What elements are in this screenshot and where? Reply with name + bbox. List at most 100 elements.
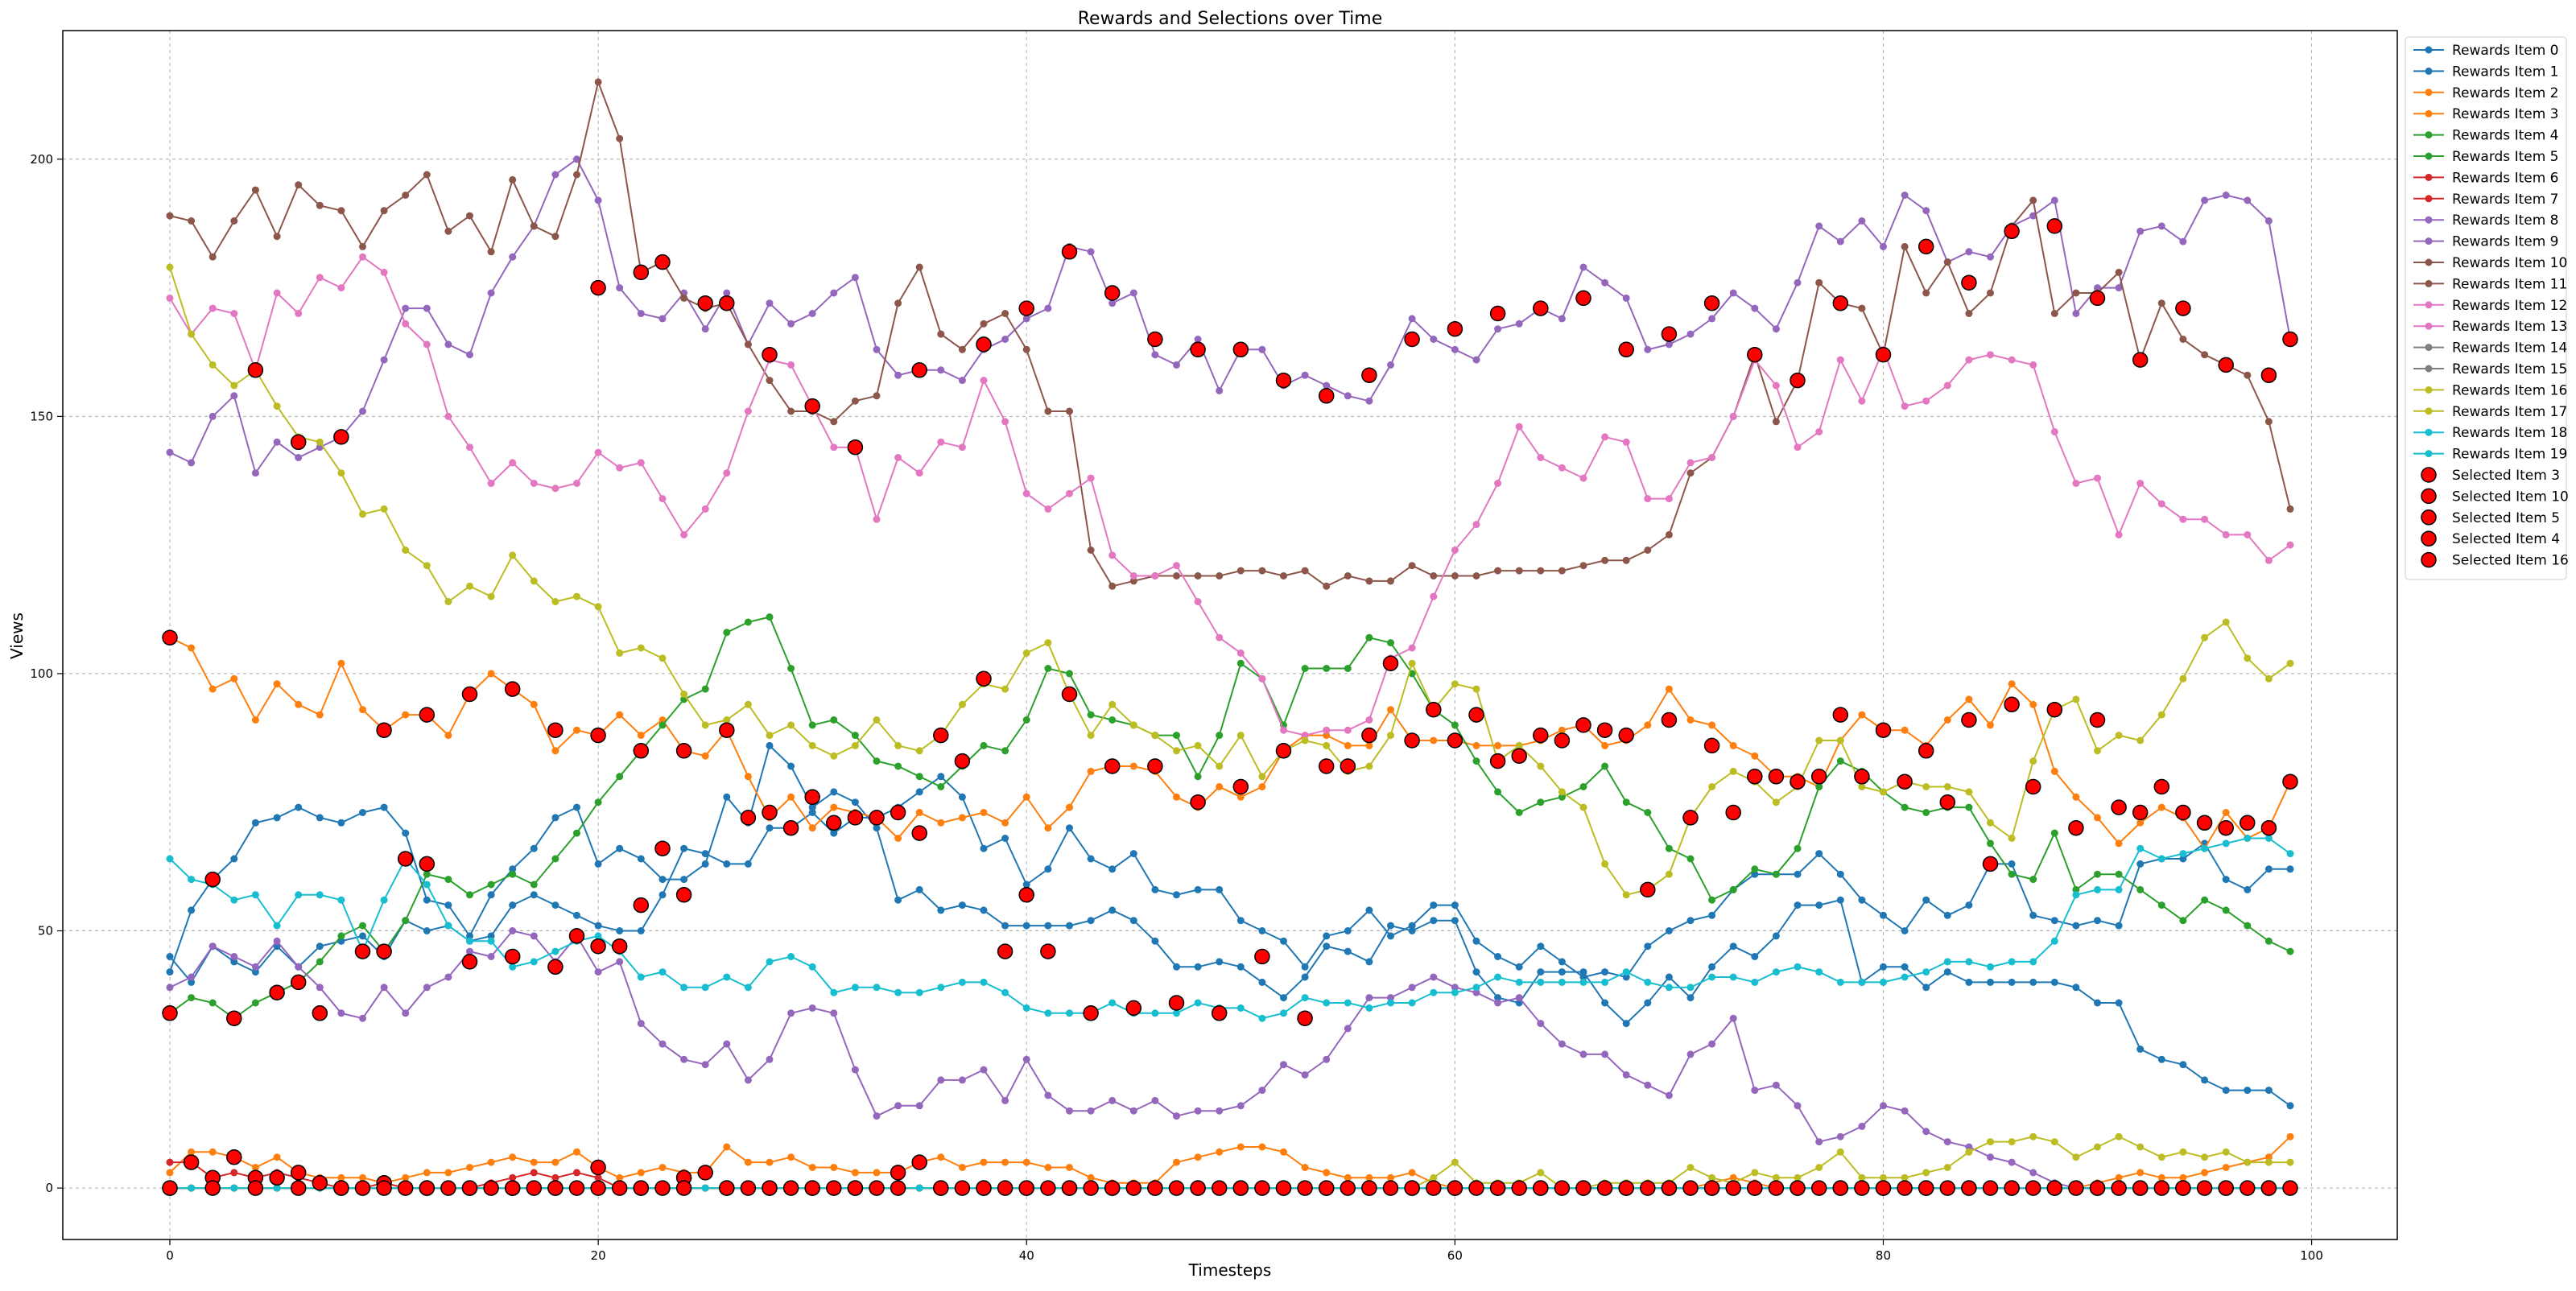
legend-item: Rewards Item 17 <box>2413 404 2567 420</box>
series-point <box>2157 500 2165 508</box>
series-point <box>1815 1138 1823 1146</box>
series-point <box>573 803 580 811</box>
series-point <box>1729 1173 1737 1182</box>
series-point <box>1686 469 1695 477</box>
series-point <box>2136 844 2145 852</box>
legend-point-swatch <box>2425 152 2433 160</box>
selected-marker <box>1810 769 1827 785</box>
series-point <box>1901 927 1909 934</box>
series-point <box>1151 1009 1159 1017</box>
selected-marker <box>1468 707 1484 723</box>
series-point <box>1044 1164 1052 1171</box>
selected-marker <box>1661 1180 1678 1196</box>
series-point <box>166 968 174 976</box>
series-point <box>2222 906 2230 914</box>
selected-marker <box>1361 367 1377 383</box>
series-point <box>2115 870 2123 878</box>
series-point <box>744 618 752 626</box>
series-point <box>573 155 580 163</box>
series-point <box>1836 1148 1844 1156</box>
series-point <box>723 1040 731 1048</box>
series-point <box>487 937 495 945</box>
series-point <box>551 901 559 909</box>
selected-marker <box>1361 727 1377 744</box>
series-point <box>1472 988 1480 996</box>
legend-item: Rewards Item 11 <box>2413 276 2567 292</box>
series-point <box>594 1173 602 1182</box>
series-point <box>573 829 580 837</box>
series-point <box>423 896 431 904</box>
series-point <box>2072 922 2080 930</box>
selected-marker <box>1875 346 1892 363</box>
series-point <box>1943 382 1951 390</box>
selected-marker <box>1426 701 1442 718</box>
series-point <box>787 1153 795 1161</box>
series-point <box>1387 732 1394 740</box>
series-point <box>616 1173 624 1182</box>
selected-marker <box>654 254 671 270</box>
series-point <box>1087 711 1095 719</box>
series-point <box>2094 814 2101 822</box>
selected-marker <box>847 1180 864 1196</box>
series-point <box>1494 741 1502 749</box>
selected-marker <box>762 1180 778 1196</box>
legend-label: Rewards Item 9 <box>2452 234 2559 250</box>
series-point <box>487 248 495 256</box>
series-point <box>1943 1138 1951 1146</box>
series-point <box>1151 885 1159 893</box>
series-point <box>273 402 281 410</box>
selected-marker <box>2046 1180 2063 1196</box>
series-point <box>1579 562 1587 570</box>
series-point <box>1644 942 1652 951</box>
series-point <box>573 1169 580 1177</box>
series-point <box>766 613 774 621</box>
series-point <box>530 577 538 585</box>
selected-marker <box>1897 1180 1913 1196</box>
series-point <box>1729 289 1737 297</box>
series-point <box>530 932 538 940</box>
series-point <box>1108 1096 1117 1104</box>
selected-marker <box>1875 722 1892 738</box>
series-point <box>1001 835 1009 842</box>
legend-point-swatch <box>2425 173 2433 181</box>
series-point <box>509 901 517 909</box>
series-point <box>1194 999 1202 1007</box>
selected-marker <box>1511 1180 1527 1196</box>
series-point <box>830 829 838 837</box>
series-point <box>1108 700 1117 708</box>
series-point <box>680 1055 688 1063</box>
series-point <box>1173 1158 1180 1166</box>
selected-marker <box>1982 856 1999 872</box>
series-point <box>230 896 238 904</box>
legend-label: Rewards Item 4 <box>2452 128 2559 144</box>
selected-marker <box>1832 1180 1849 1196</box>
series-point <box>723 716 731 724</box>
selected-marker <box>1533 1180 1549 1196</box>
series-point <box>1430 736 1438 744</box>
series-point <box>2115 268 2123 276</box>
selected-marker <box>2025 1180 2041 1196</box>
selected-marker <box>2260 367 2277 383</box>
series-point <box>637 644 645 652</box>
series-point <box>316 942 324 951</box>
selected-marker <box>1254 1180 1270 1196</box>
selected-marker <box>869 810 885 826</box>
series-point <box>1258 1014 1266 1022</box>
series-point <box>337 932 345 940</box>
series-point <box>1901 1107 1909 1115</box>
legend-point-swatch <box>2425 365 2433 373</box>
selected-marker <box>1661 326 1678 342</box>
series-point <box>744 1076 752 1084</box>
series-point <box>1665 870 1673 878</box>
series-point <box>444 901 452 909</box>
legend-point-swatch <box>2425 301 2433 309</box>
series-point <box>423 870 431 878</box>
series-point <box>1301 1071 1309 1079</box>
series-point <box>2179 674 2187 683</box>
selected-marker <box>847 439 864 456</box>
series-point <box>1365 1173 1373 1182</box>
series-point <box>1622 798 1630 806</box>
series-point <box>1987 721 1994 729</box>
series-point <box>1922 783 1930 790</box>
series-point <box>1901 803 1909 811</box>
